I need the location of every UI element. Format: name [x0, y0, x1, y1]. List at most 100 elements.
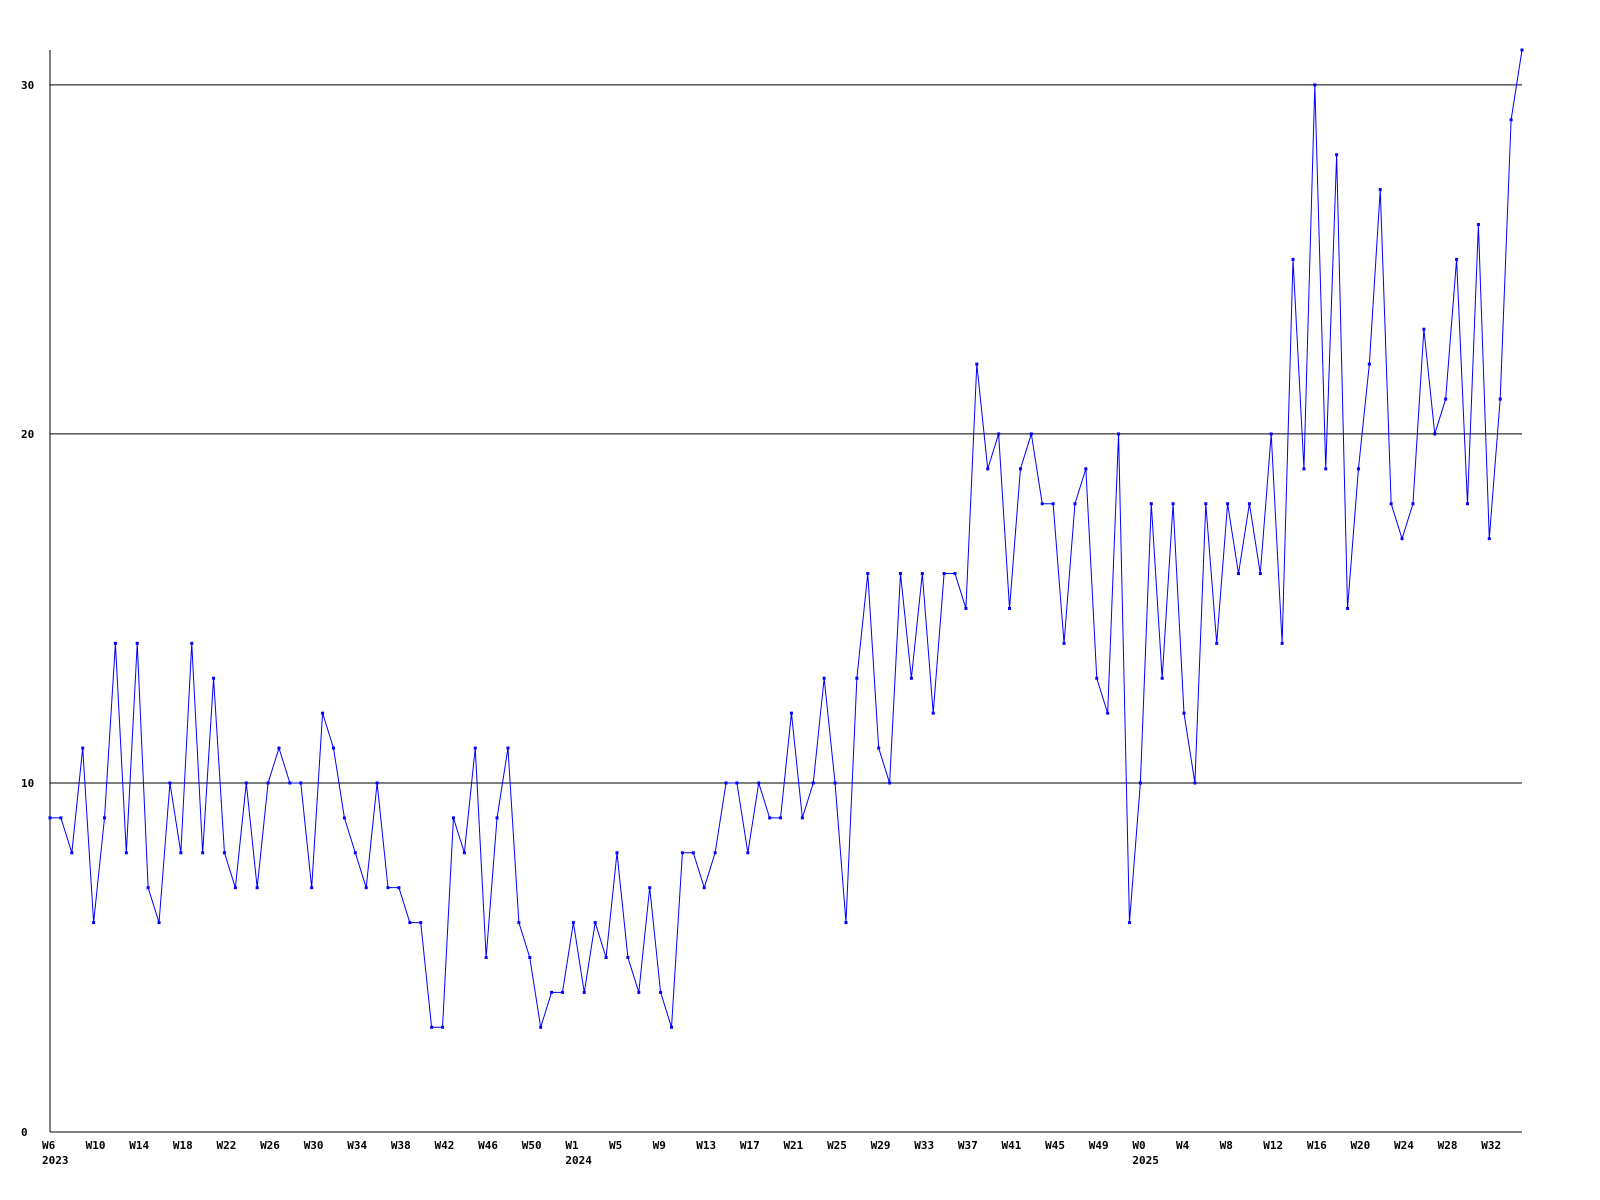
- data-point: [353, 851, 357, 855]
- data-point: [735, 781, 739, 785]
- data-point: [517, 921, 521, 925]
- data-point: [713, 851, 717, 855]
- data-point: [604, 955, 608, 959]
- data-point: [997, 432, 1001, 436]
- data-point: [1465, 502, 1469, 506]
- data-point: [1302, 467, 1306, 471]
- data-point: [332, 746, 335, 750]
- data-point: [1335, 153, 1339, 157]
- data-point: [920, 572, 924, 576]
- data-point: [321, 711, 325, 715]
- data-point: [124, 851, 128, 855]
- data-point: [59, 816, 63, 820]
- data-point: [1073, 502, 1077, 506]
- data-point: [1411, 502, 1415, 506]
- data-point: [1117, 432, 1121, 436]
- data-point: [1389, 502, 1393, 506]
- data-point: [1487, 537, 1491, 541]
- x-tick-label: W45: [1045, 1139, 1065, 1152]
- x-tick-label: W38: [391, 1139, 411, 1152]
- data-point: [397, 886, 401, 890]
- data-point: [1237, 572, 1240, 576]
- data-point: [1356, 467, 1360, 471]
- data-point: [1106, 711, 1110, 715]
- data-point: [48, 816, 52, 820]
- x-tick-label: W33: [914, 1139, 934, 1152]
- data-point: [648, 886, 652, 890]
- data-point: [1444, 397, 1448, 401]
- data-point: [1095, 676, 1099, 680]
- data-point: [539, 1025, 543, 1029]
- series-line: [50, 49, 1523, 1028]
- data-point: [233, 886, 237, 890]
- data-point: [615, 851, 619, 855]
- data-point: [1433, 432, 1437, 436]
- data-point: [746, 851, 750, 855]
- grid-layer: [50, 84, 1522, 784]
- data-point: [473, 746, 477, 750]
- data-point: [844, 921, 848, 925]
- data-point: [113, 641, 117, 645]
- data-point: [1160, 676, 1164, 680]
- data-point: [866, 572, 870, 576]
- data-point: [386, 886, 390, 890]
- x-tick-label: W22: [216, 1139, 236, 1152]
- data-point: [1018, 467, 1022, 471]
- data-point: [201, 851, 205, 855]
- data-point: [724, 781, 728, 785]
- axes-layer: [49, 50, 1522, 1133]
- data-point: [659, 990, 663, 994]
- data-point: [1040, 502, 1044, 506]
- data-point: [310, 886, 314, 890]
- x-tick-label: W9: [653, 1139, 666, 1152]
- x-tick-label: W17: [740, 1139, 760, 1152]
- data-point: [822, 676, 826, 680]
- x-tick-label: W18: [173, 1139, 193, 1152]
- data-point: [168, 781, 172, 785]
- data-point: [1193, 781, 1197, 785]
- x-tick-label: W8: [1220, 1139, 1233, 1152]
- data-point: [1520, 48, 1524, 52]
- y-tick-labels: 0 10 20 30: [21, 79, 34, 1139]
- x-tick-label: W30: [304, 1139, 324, 1152]
- data-point: [81, 746, 85, 750]
- data-point: [1498, 397, 1502, 401]
- data-point: [528, 955, 532, 959]
- data-point: [1476, 223, 1480, 227]
- x-tick-label: W14: [129, 1139, 149, 1152]
- x-tick-label: W21: [783, 1139, 803, 1152]
- data-point: [1084, 467, 1088, 471]
- data-point: [1269, 432, 1273, 436]
- data-point: [364, 886, 368, 890]
- data-point: [1171, 502, 1175, 506]
- data-point: [277, 746, 281, 750]
- data-point: [484, 955, 488, 959]
- data-point: [637, 990, 641, 994]
- data-point: [975, 362, 979, 366]
- data-point: [495, 816, 499, 820]
- data-point: [550, 990, 554, 994]
- data-point: [877, 746, 881, 750]
- data-point: [506, 746, 510, 750]
- data-point: [942, 572, 946, 576]
- data-point: [1204, 502, 1208, 506]
- x-tick-label: W34: [347, 1139, 367, 1152]
- x-tick-label: W10: [86, 1139, 106, 1152]
- data-point: [190, 641, 194, 645]
- data-point: [451, 816, 455, 820]
- data-point: [70, 851, 74, 855]
- data-point: [964, 606, 968, 610]
- x-tick-label: W20: [1350, 1139, 1370, 1152]
- data-point: [92, 921, 96, 925]
- x-tick-year-label: 2024: [565, 1154, 592, 1167]
- data-point: [789, 711, 793, 715]
- x-tick-label: W26: [260, 1139, 280, 1152]
- x-tick-label: W5: [609, 1139, 622, 1152]
- data-point: [1400, 537, 1404, 541]
- y-tick-label: 0: [21, 1126, 28, 1139]
- data-point: [680, 851, 684, 855]
- data-point: [702, 886, 706, 890]
- data-point: [1138, 781, 1142, 785]
- data-point: [571, 921, 575, 925]
